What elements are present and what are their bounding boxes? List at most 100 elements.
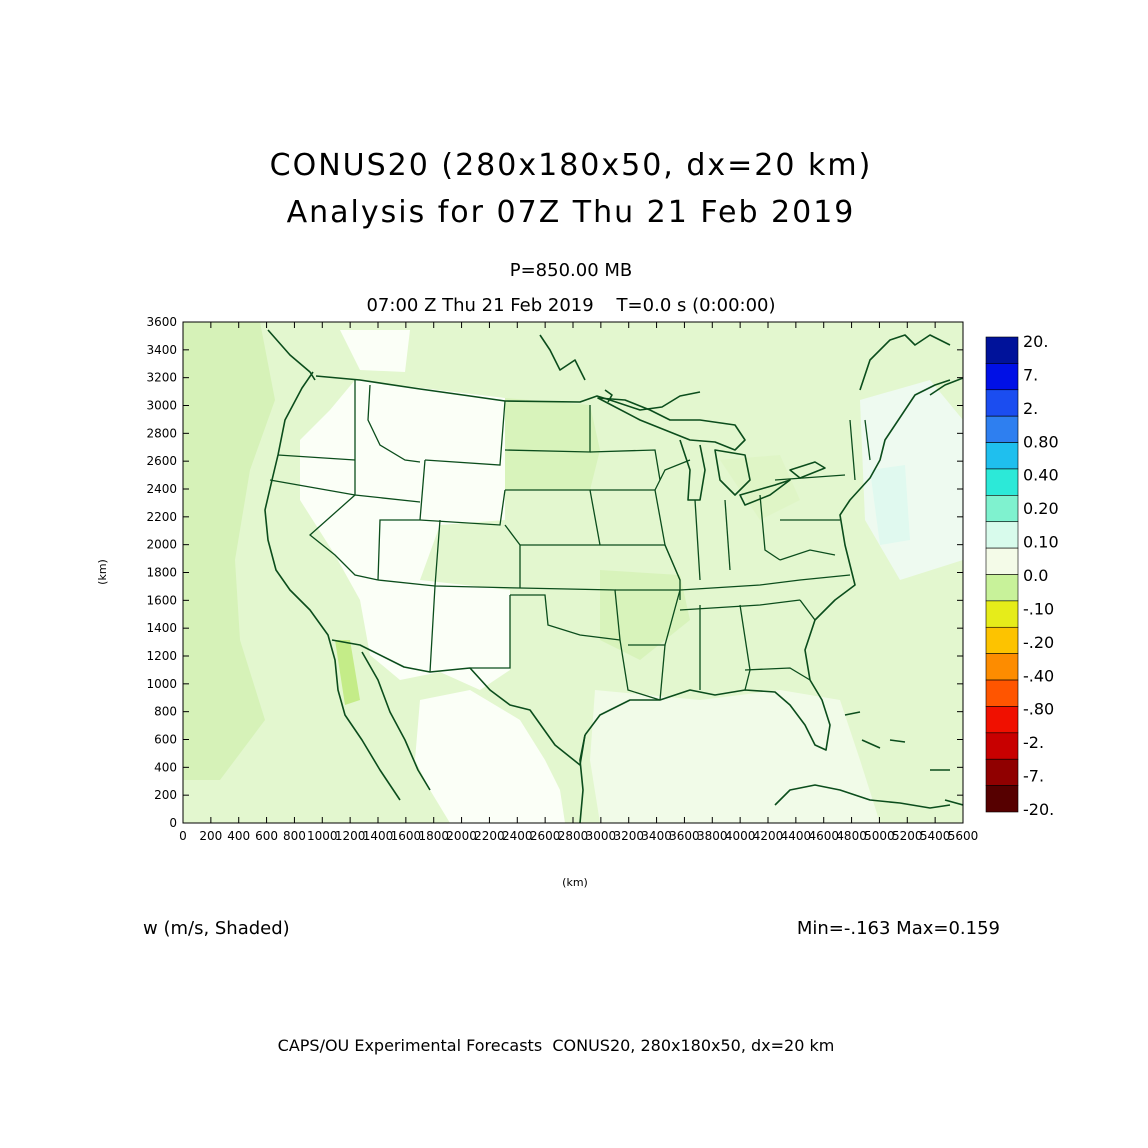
x-tick-label: 4200	[753, 829, 784, 843]
state-line-tx-la	[619, 639, 661, 701]
colorbar-swatch	[985, 600, 1019, 628]
colorbar-label: 0.10	[1023, 533, 1059, 552]
bahamas	[844, 711, 950, 771]
y-tick-label: 2200	[146, 510, 177, 524]
valid-time: 07:00 Z Thu 21 Feb 2019 T=0.0 s (0:00:00…	[366, 295, 775, 316]
colorbar-label: -.40	[1023, 666, 1054, 685]
state-line-az-nm	[429, 519, 441, 673]
state-line-oh-pa	[759, 494, 781, 561]
state-line-mn-wi	[589, 449, 661, 481]
field-patch-bc	[340, 330, 410, 372]
lake-huron	[714, 449, 751, 496]
state-line-tn-ky-north	[679, 574, 851, 591]
colorbar-label: 2.	[1023, 399, 1038, 418]
state-line-ca-nv	[308, 494, 379, 581]
y-tick-label: 3400	[146, 343, 177, 357]
x-tick-label: 600	[255, 829, 278, 843]
colorbar-swatch	[985, 495, 1019, 523]
nova-scotia	[929, 377, 963, 396]
field-patch-ohio	[720, 455, 800, 520]
colorbar-swatch	[985, 442, 1019, 470]
field-patch-west	[300, 380, 510, 690]
quebec-coast	[859, 334, 951, 391]
x-tick-label: 2800	[558, 829, 589, 843]
bc-coast	[267, 329, 316, 381]
x-tick-label: 400	[227, 829, 250, 843]
colorbar-label: -.80	[1023, 700, 1054, 719]
lake-erie	[739, 479, 791, 506]
lake-michigan	[679, 439, 706, 501]
y-tick-label: 3600	[146, 315, 177, 329]
colorbar-label: -.10	[1023, 599, 1054, 618]
y-axis-label: (km)	[96, 559, 109, 585]
x-tick-label: 800	[283, 829, 306, 843]
y-tick-label: 2000	[146, 538, 177, 552]
colorbar-label: 0.20	[1023, 499, 1059, 518]
colorbar-label: 0.80	[1023, 432, 1059, 451]
field-patch-baja	[335, 640, 360, 705]
state-line-wy	[424, 400, 506, 466]
map-outlines	[264, 329, 963, 823]
x-tick-label: 5200	[892, 829, 923, 843]
state-line-ar	[615, 589, 681, 646]
x-tick-label: 4600	[808, 829, 839, 843]
canada-lake	[539, 334, 586, 381]
y-tick-label: 1000	[146, 677, 177, 691]
colorbar-swatch	[985, 653, 1019, 681]
x-tick-label: 0	[179, 829, 187, 843]
state-line-co-north	[419, 489, 506, 526]
x-tick-label: 4400	[781, 829, 812, 843]
mexico-border	[331, 639, 586, 766]
colorbar-label: 7.	[1023, 365, 1038, 384]
colorbar-label: -.20	[1023, 633, 1054, 652]
field-patch-nyc	[870, 465, 910, 545]
mexico-east-coast	[579, 734, 586, 823]
colorbar-label: -7.	[1023, 767, 1044, 786]
colorbar-swatch	[985, 389, 1019, 417]
colorbar-label: 0.40	[1023, 466, 1059, 485]
colorbar-label: -2.	[1023, 733, 1044, 752]
colorbar-swatch	[985, 363, 1019, 391]
x-tick-label: 1800	[418, 829, 449, 843]
colorbar-swatch	[985, 626, 1019, 654]
title-line2: Analysis for 07Z Thu 21 Feb 2019	[287, 195, 856, 230]
field-patch-mexico	[415, 690, 565, 823]
west-coast	[264, 371, 401, 801]
state-line-va-wv	[779, 549, 836, 561]
map-panel: 0 200 400 600 800 100012001400160018002000220…	[146, 315, 978, 843]
x-tick-label: 1200	[335, 829, 366, 843]
y-axis: 0 200 400 600 800 1000 1200 1400 1600 1800 2000 220…	[146, 315, 963, 830]
field-patch-gulf	[590, 690, 880, 823]
colorbar-swatch	[985, 785, 1019, 813]
colorbar-swatch	[985, 679, 1019, 707]
y-tick-label: 3200	[146, 371, 177, 385]
colorbar-label: 0.0	[1023, 566, 1048, 585]
state-line-ok-tx	[510, 594, 621, 641]
x-tick-label: 5000	[864, 829, 895, 843]
colorbar-swatch	[985, 706, 1019, 734]
lake-of-woods	[604, 389, 613, 403]
x-tick-label: 3400	[641, 829, 672, 843]
state-line-wi-il	[654, 459, 691, 491]
field-patch-dakotas	[505, 398, 600, 490]
y-tick-label: 1200	[146, 649, 177, 663]
state-line-il-in	[694, 499, 701, 581]
colorbar-swatch	[985, 574, 1019, 602]
cuba	[774, 784, 951, 809]
colorbar-label: -20.	[1023, 800, 1054, 819]
colorbar-swatch	[985, 521, 1019, 549]
gulf-coast	[584, 679, 831, 751]
state-line-ga-fl	[744, 667, 811, 681]
x-tick-label: 2400	[502, 829, 533, 843]
field-patch-pacific	[183, 322, 275, 780]
state-lines	[269, 380, 871, 701]
x-axis-label: (km)	[562, 876, 588, 889]
colorbar-label: 20.	[1023, 332, 1048, 351]
state-line-in-oh	[724, 499, 731, 571]
y-tick-label: 600	[154, 733, 177, 747]
y-tick-label: 1800	[146, 566, 177, 580]
y-tick-label: 2600	[146, 454, 177, 468]
y-tick-label: 2800	[146, 426, 177, 440]
y-tick-label: 1600	[146, 593, 177, 607]
state-line-wa-or	[277, 454, 356, 461]
